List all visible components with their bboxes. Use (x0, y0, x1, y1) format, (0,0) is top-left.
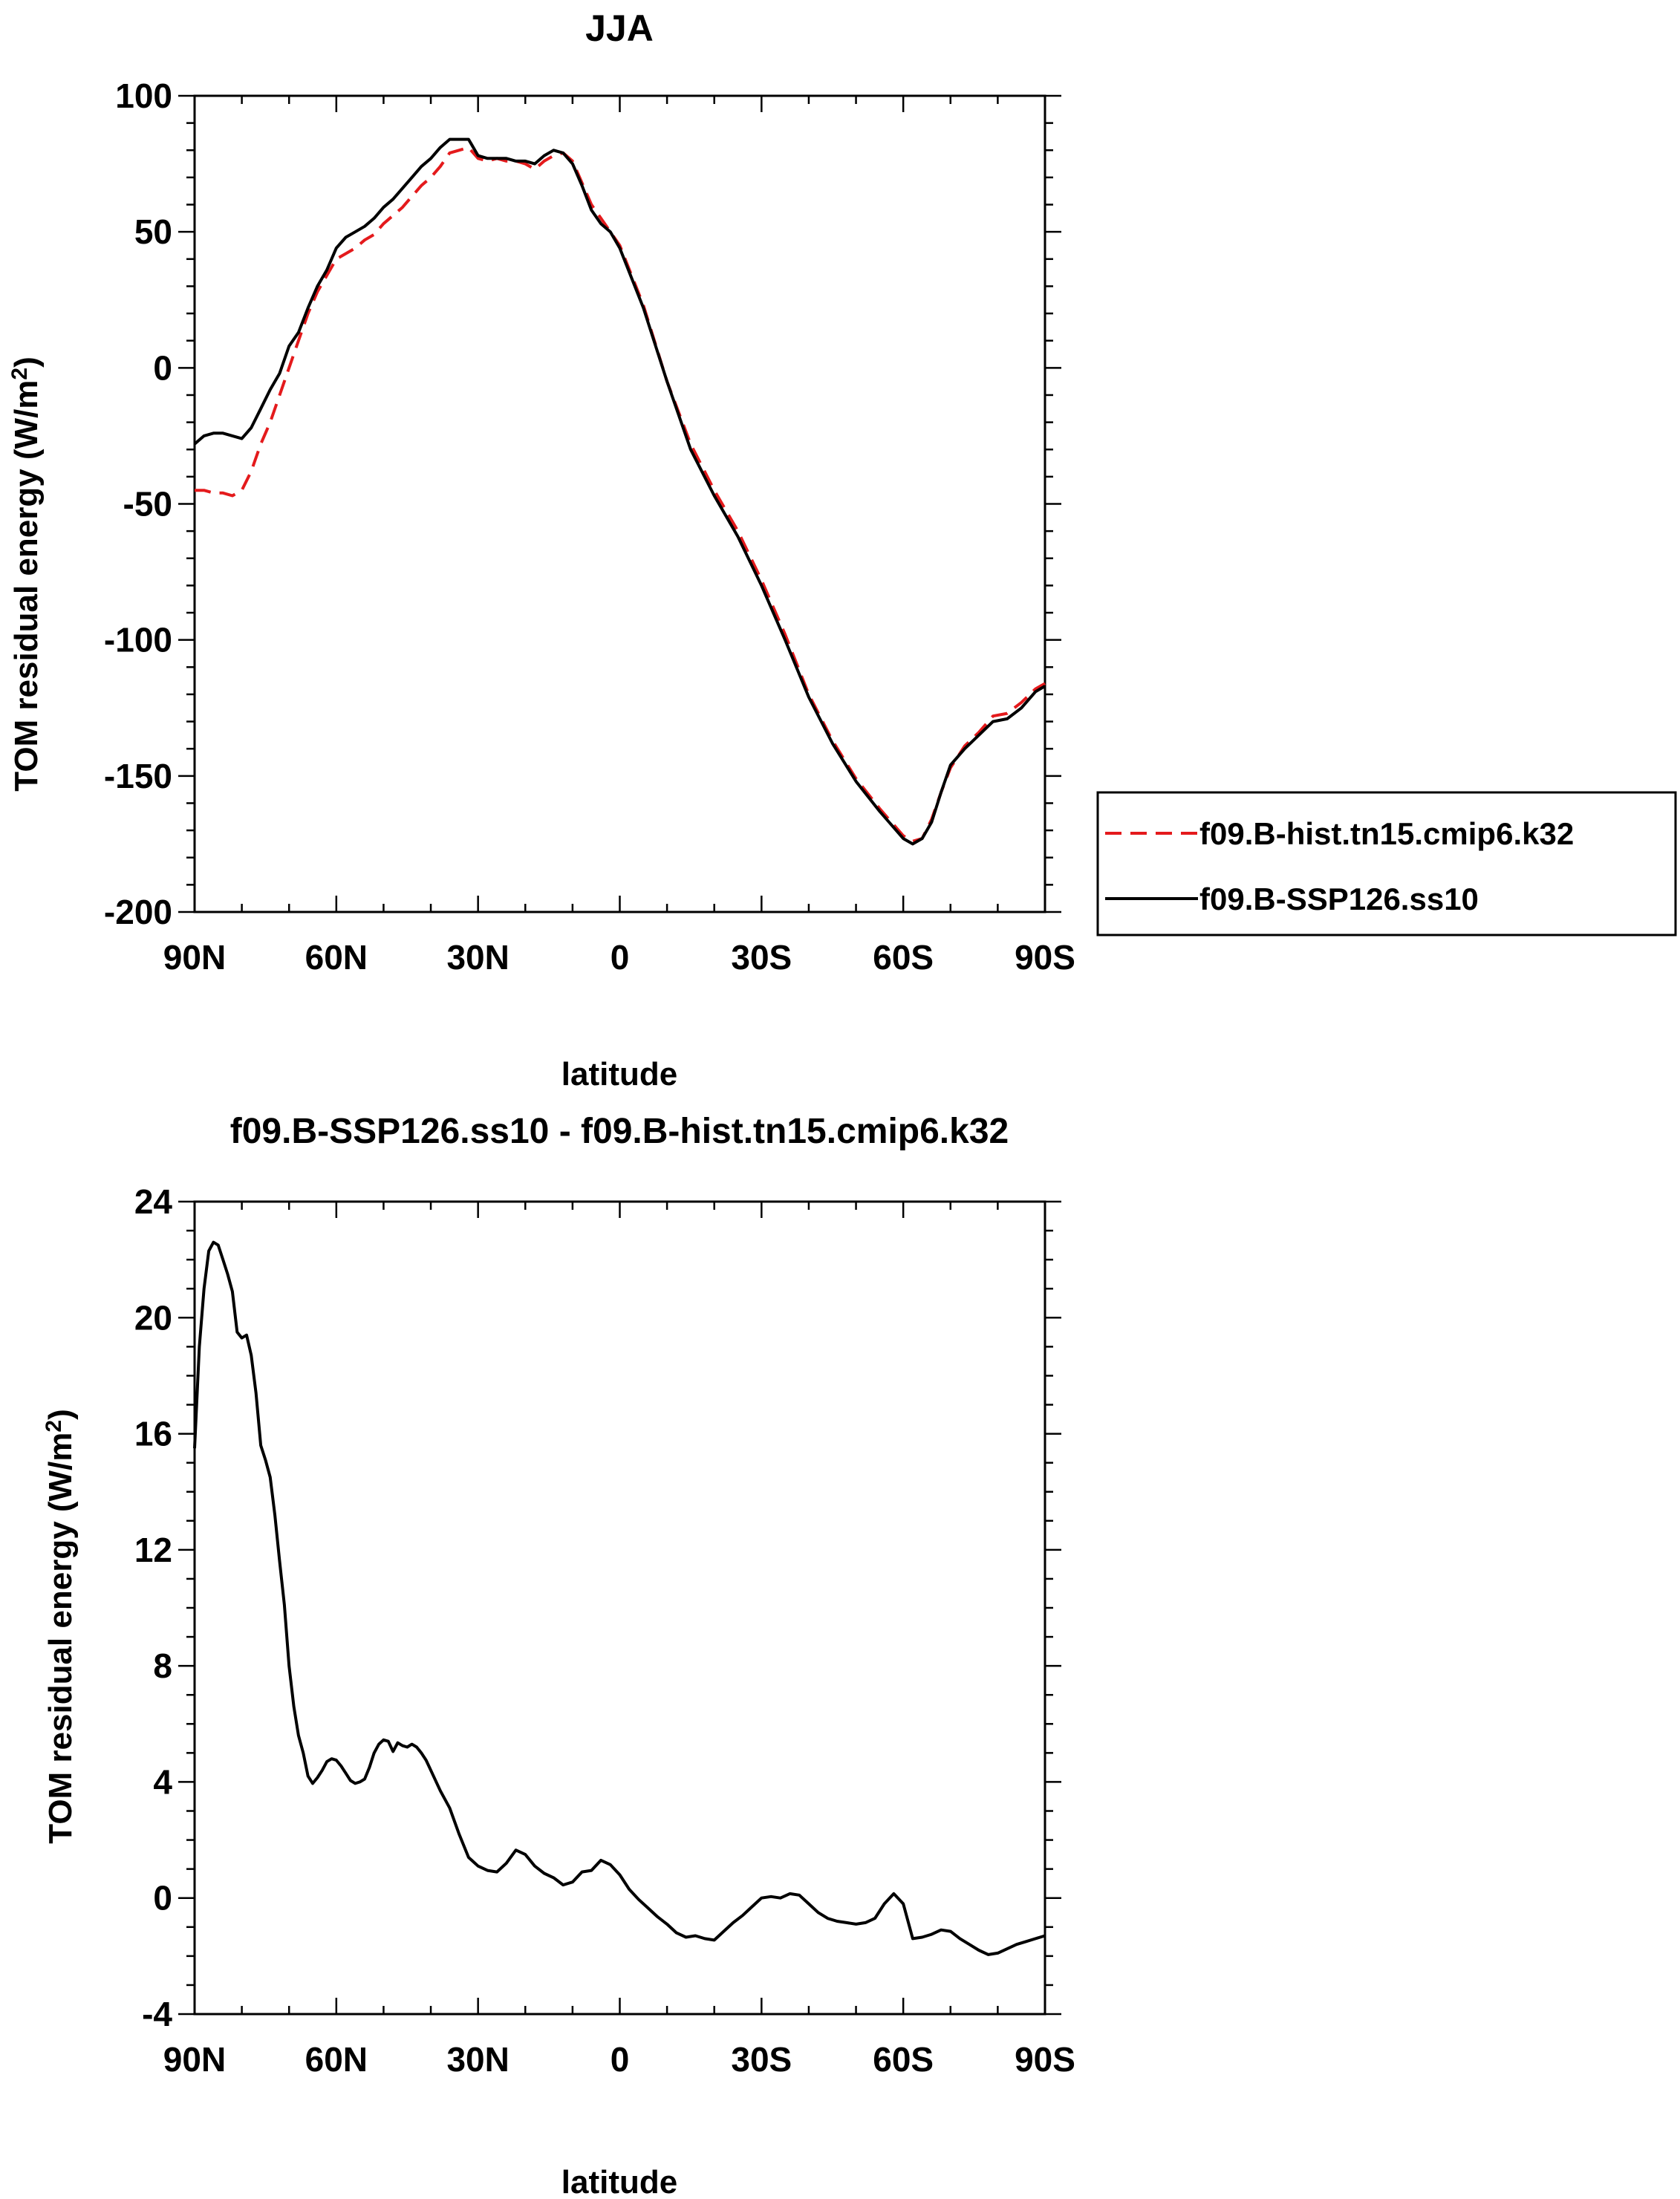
x-tick-label: 30N (446, 938, 509, 977)
legend-label-ssp126: f09.B-SSP126.ss10 (1199, 882, 1479, 916)
top-panel: JJA 90N 60N 30N 0 30S 60S 90S -200 -150 -100 -50 0 5… (7, 7, 1075, 1092)
x-tick-label: 60S (873, 2040, 934, 2079)
top-x-axis-label: latitude (561, 1056, 677, 1092)
y-tick-label: 0 (153, 1879, 172, 1918)
x-tick-label: 60N (305, 938, 368, 977)
top-title: JJA (585, 7, 654, 49)
legend-label-hist: f09.B-hist.tn15.cmip6.k32 (1199, 816, 1574, 851)
y-tick-label: 12 (134, 1531, 172, 1569)
x-tick-label: 60N (305, 2040, 368, 2079)
x-tick-label: 90S (1015, 938, 1075, 977)
y-tick-label: 16 (134, 1415, 172, 1453)
y-tick-label: 50 (134, 212, 172, 251)
y-tick-label: 8 (153, 1646, 172, 1685)
x-tick-label: 90N (163, 938, 226, 977)
bottom-axes: 90N 60N 30N 0 30S 60S 90S -4 0 4 8 12 16 20 24 (134, 1182, 1075, 2079)
x-tick-label: 90S (1015, 2040, 1075, 2079)
legend-box (1096, 791, 1677, 936)
y-tick-label: 0 (153, 348, 172, 387)
plot-frame (193, 1200, 1046, 2016)
x-tick-label: 60S (873, 938, 934, 977)
x-tick-label: 30S (731, 2040, 792, 2079)
x-tick-label: 0 (611, 2040, 630, 2079)
y-tick-label: -200 (104, 893, 172, 931)
series-line (193, 1240, 1046, 1956)
x-tick-label: 90N (163, 2040, 226, 2079)
y-tick-label: -100 (104, 621, 172, 659)
plot-frame (193, 94, 1046, 913)
top-series (193, 137, 1046, 846)
y-tick-label: -4 (142, 1995, 172, 2033)
top-axes: 90N 60N 30N 0 30S 60S 90S -200 -150 -100 -50 0 50 100 (104, 76, 1075, 977)
series-line (193, 137, 1046, 846)
bottom-x-axis-label: latitude (561, 2164, 677, 2199)
x-tick-label: 30S (731, 938, 792, 977)
y-tick-label: 4 (153, 1762, 172, 1801)
y-tick-label: 20 (134, 1298, 172, 1337)
bottom-title: f09.B-SSP126.ss10 - f09.B-hist.tn15.cmip… (230, 1112, 1009, 1151)
x-tick-label: 0 (611, 938, 630, 977)
bottom-panel: f09.B-SSP126.ss10 - f09.B-hist.tn15.cmip… (42, 1112, 1075, 2199)
bottom-y-axis-label: TOM residual energy (W/m2) (42, 1409, 79, 1844)
y-tick-label: 24 (134, 1182, 173, 1221)
x-tick-label: 30N (446, 2040, 509, 2079)
y-tick-label: -50 (123, 485, 172, 524)
y-tick-label: 100 (115, 76, 172, 115)
bottom-series (193, 1240, 1046, 1956)
y-tick-label: -150 (104, 757, 172, 795)
legend: f09.B-hist.tn15.cmip6.k32 f09.B-SSP126.s… (1096, 791, 1677, 936)
top-y-axis-label: TOM residual energy (W/m2) (7, 356, 45, 792)
